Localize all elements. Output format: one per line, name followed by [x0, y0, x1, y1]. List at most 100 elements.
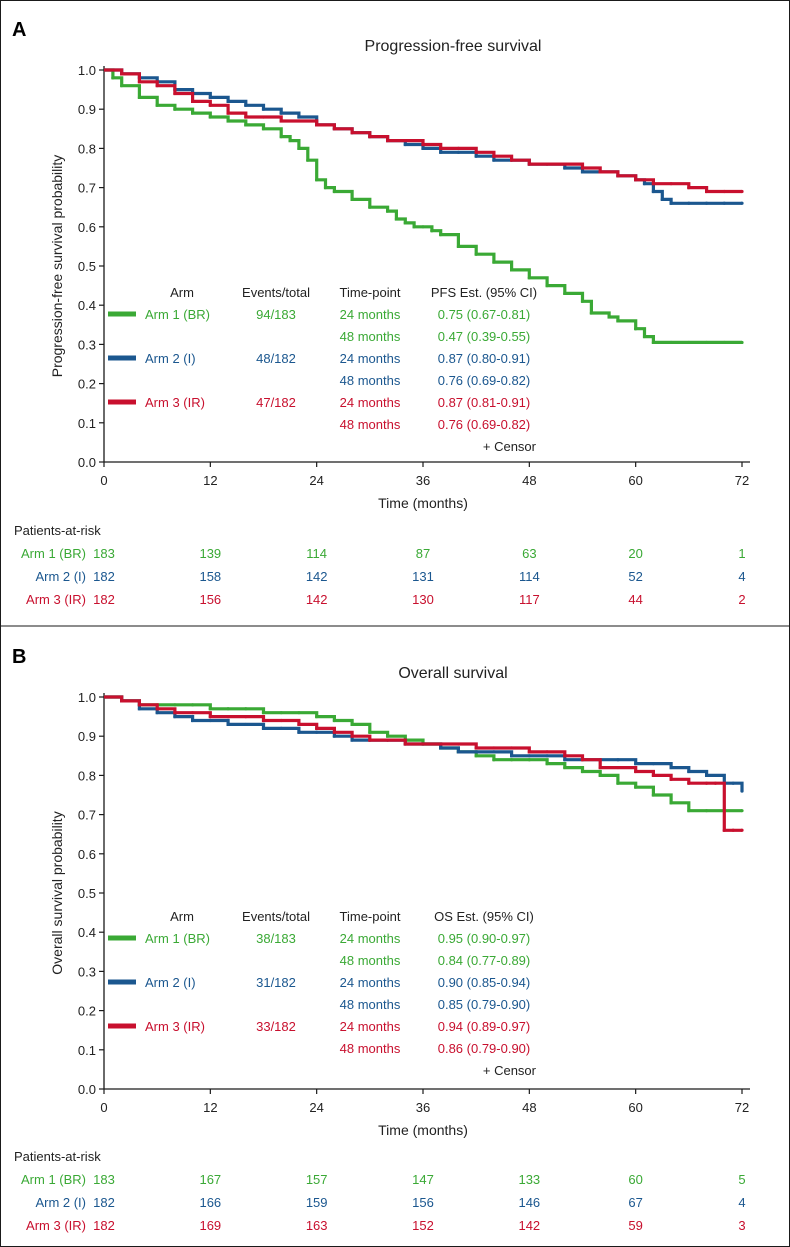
- data-point-arm3: [527, 162, 531, 166]
- data-point-arm2: [155, 711, 159, 715]
- risk-count: 60: [628, 1172, 642, 1187]
- x-tick-label: 24: [309, 473, 323, 488]
- data-point-arm2: [279, 111, 283, 115]
- legend-arm-label: Arm 2 (I): [145, 351, 196, 366]
- x-tick-label: 12: [203, 1100, 217, 1115]
- data-point-arm3: [421, 742, 425, 746]
- data-point-arm2: [510, 754, 514, 758]
- data-point-arm3: [191, 711, 195, 715]
- legend-arm-label: Arm 2 (I): [145, 975, 196, 990]
- risk-count: 4: [738, 569, 745, 584]
- panel-b: B Overall survival 0.0 0.1 0.2 0.3 0.4 0.5 0.6 0.…: [12, 646, 750, 1233]
- legend-estimate: 0.76 (0.69-0.82): [438, 417, 531, 432]
- data-point-arm2: [261, 726, 266, 730]
- legend-header: PFS Est. (95% CI): [431, 285, 537, 300]
- data-point-arm1: [510, 758, 514, 762]
- risk-table: Patients-at-risk Arm 1 (BR) 183 167 157 147 13…: [14, 1149, 746, 1233]
- data-point-arm1: [563, 291, 567, 296]
- risk-table-title: Patients-at-risk: [14, 1149, 101, 1164]
- risk-count: 166: [199, 1195, 221, 1210]
- risk-count: 44: [628, 592, 642, 607]
- data-point-arm1: [563, 765, 567, 770]
- y-tick-label: 0.7: [78, 808, 96, 823]
- data-point-arm3: [226, 715, 230, 719]
- data-point-arm1: [421, 225, 425, 229]
- x-tick-label: 72: [735, 473, 749, 488]
- data-point-arm1: [279, 135, 283, 139]
- data-point-arm2: [616, 758, 620, 762]
- data-point-arm3: [244, 715, 248, 719]
- data-point-arm2: [687, 769, 691, 774]
- risk-count: 133: [518, 1172, 540, 1187]
- data-point-arm1: [527, 758, 531, 762]
- y-tick-label: 0.8: [78, 768, 96, 783]
- data-point-arm3: [385, 738, 390, 742]
- data-point-arm1: [368, 730, 372, 734]
- data-point-arm2: [208, 95, 212, 100]
- legend-timepoint: 48 months: [340, 953, 401, 968]
- data-point-arm2: [722, 201, 726, 205]
- legend-events: 31/182: [256, 975, 296, 990]
- x-tick-label: 0: [100, 1100, 107, 1115]
- data-point-arm2: [563, 758, 567, 762]
- data-point-arm3: [385, 138, 390, 143]
- data-point-arm2: [226, 722, 230, 727]
- legend-arm-label: Arm 1 (BR): [145, 307, 210, 322]
- data-point-arm2: [173, 715, 177, 719]
- legend-timepoint: 24 months: [340, 351, 401, 366]
- series-line-arm2: [104, 68, 742, 205]
- data-point-arm3: [261, 115, 266, 119]
- data-point-arm1: [315, 178, 319, 182]
- data-point-arm1: [261, 127, 266, 131]
- data-point-arm3: [350, 131, 354, 135]
- y-tick-label: 0.6: [78, 847, 96, 862]
- data-point-arm2: [669, 201, 673, 205]
- y-axis-label: Progression-free survival probability: [49, 155, 65, 378]
- data-point-arm1: [580, 299, 585, 303]
- data-point-arm3: [208, 715, 212, 719]
- data-point-arm3: [173, 91, 177, 96]
- y-tick-label: 1.0: [78, 63, 96, 78]
- data-point-arm3: [474, 746, 478, 750]
- data-point-arm1: [244, 123, 248, 127]
- risk-count: 152: [412, 1218, 434, 1233]
- data-point-arm3: [563, 162, 567, 166]
- data-point-arm3: [315, 726, 319, 730]
- data-point-arm3: [722, 189, 726, 194]
- data-point-arm2: [474, 750, 478, 754]
- data-point-arm1: [740, 809, 744, 813]
- data-point-arm1: [403, 221, 407, 225]
- risk-count: 2: [738, 592, 745, 607]
- legend-estimate: 0.47 (0.39-0.55): [438, 329, 531, 344]
- risk-table-title: Patients-at-risk: [14, 523, 101, 538]
- data-point-arm3: [315, 123, 319, 127]
- data-point-arm1: [651, 340, 655, 345]
- risk-count: 182: [93, 592, 115, 607]
- data-point-arm1: [323, 186, 328, 190]
- data-point-arm1: [191, 111, 195, 115]
- data-point-arm3: [492, 154, 496, 158]
- y-tick-label: 0.3: [78, 964, 96, 979]
- data-point-arm2: [191, 718, 195, 723]
- data-point-arm1: [350, 197, 354, 201]
- legend-timepoint: 24 months: [340, 395, 401, 410]
- data-point-arm2: [226, 99, 230, 103]
- data-point-arm2: [492, 750, 496, 754]
- y-tick-label: 0.2: [78, 377, 96, 392]
- data-point-arm2: [439, 746, 443, 750]
- data-point-arm3: [713, 781, 718, 785]
- risk-count: 131: [412, 569, 434, 584]
- data-point-arm2: [421, 146, 425, 150]
- legend-timepoint: 48 months: [340, 417, 401, 432]
- data-point-arm1: [687, 340, 691, 345]
- y-tick-label: 0.4: [78, 298, 96, 313]
- data-point-arm2: [731, 781, 735, 785]
- y-tick-label: 0.9: [78, 102, 96, 117]
- data-point-arm1: [607, 315, 611, 319]
- data-point-arm3: [651, 182, 655, 186]
- legend-estimate: 0.76 (0.69-0.82): [438, 373, 531, 388]
- data-point-arm2: [634, 762, 638, 766]
- data-point-arm3: [226, 111, 230, 115]
- data-point-arm3: [261, 718, 266, 723]
- data-point-arm1: [385, 209, 390, 213]
